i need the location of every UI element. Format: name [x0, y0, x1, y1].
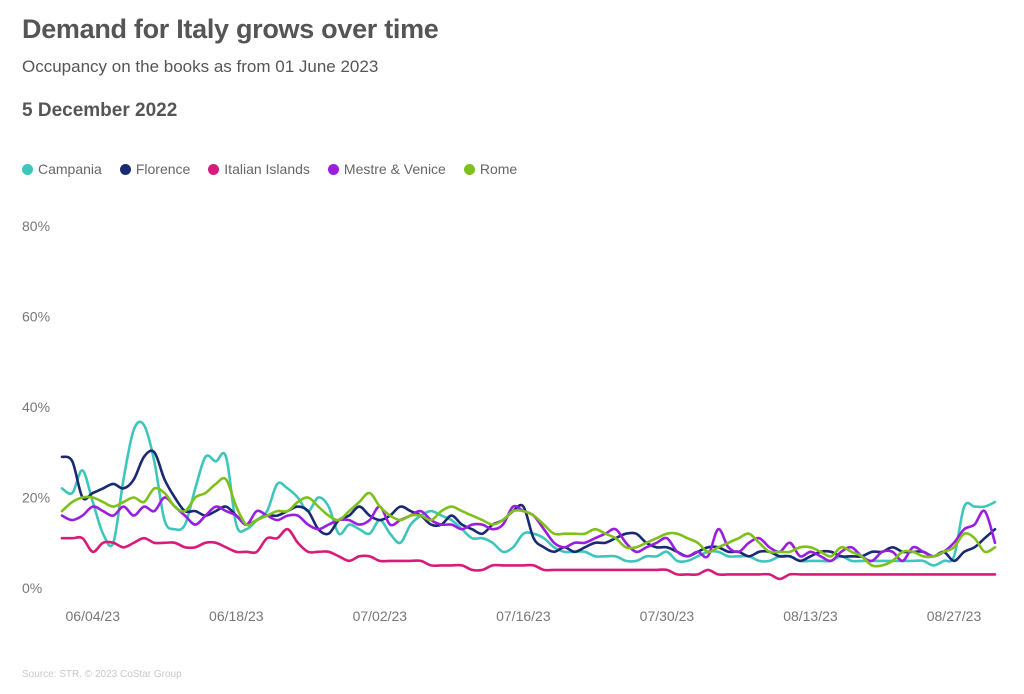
date-label: 5 December 2022	[22, 100, 178, 121]
legend-item-florence[interactable]: Florence	[119, 161, 191, 177]
y-tick-label: 80%	[22, 218, 50, 234]
x-tick-label: 07/02/23	[353, 608, 408, 624]
legend: Campania Florence Italian Islands Mestre…	[22, 161, 517, 177]
series-lines	[60, 420, 997, 581]
chart-title: Demand for Italy grows over time	[22, 14, 439, 44]
y-tick-label: 20%	[22, 490, 50, 506]
legend-swatch-rome-icon	[463, 163, 475, 175]
x-tick-label: 07/30/23	[640, 608, 695, 624]
legend-item-rome[interactable]: Rome	[463, 161, 518, 177]
legend-item-mestre-venice[interactable]: Mestre & Venice	[327, 161, 446, 177]
legend-label-florence: Florence	[135, 161, 191, 177]
legend-label-mestre-venice: Mestre & Venice	[343, 161, 446, 177]
legend-item-italian-islands[interactable]: Italian Islands	[208, 161, 310, 177]
series-line-mestre-venice[interactable]	[60, 496, 997, 563]
x-axis: 06/04/23 06/18/23 07/02/23 07/16/23 07/30/23…	[66, 608, 982, 624]
y-tick-label: 40%	[22, 399, 50, 415]
x-tick-label: 06/04/23	[66, 608, 121, 624]
y-axis: 0% 20% 40% 60% 80%	[22, 218, 50, 596]
legend-swatch-campania-icon	[22, 163, 33, 175]
series-line-florence[interactable]	[60, 449, 997, 563]
source-footnote: Source: STR. © 2023 CoStar Group	[22, 669, 182, 680]
y-tick-label: 60%	[22, 309, 50, 325]
legend-label-italian-islands: Italian Islands	[224, 161, 310, 177]
series-line-rome[interactable]	[60, 476, 997, 568]
legend-label-campania: Campania	[38, 161, 102, 177]
x-tick-label: 06/18/23	[209, 608, 264, 624]
y-tick-label: 0%	[22, 580, 42, 596]
x-tick-label: 08/27/23	[927, 608, 982, 624]
legend-swatch-mestre-venice-icon	[327, 163, 339, 175]
series-line-italian-islands[interactable]	[60, 527, 997, 581]
legend-item-campania[interactable]: Campania	[22, 161, 102, 177]
legend-swatch-italian-islands-icon	[208, 163, 220, 175]
x-tick-label: 08/13/23	[783, 608, 838, 624]
chart-subtitle: Occupancy on the books as from 01 June 2…	[22, 57, 379, 76]
x-tick-label: 07/16/23	[496, 608, 551, 624]
legend-swatch-florence-icon	[119, 163, 131, 175]
legend-label-rome: Rome	[479, 161, 518, 177]
